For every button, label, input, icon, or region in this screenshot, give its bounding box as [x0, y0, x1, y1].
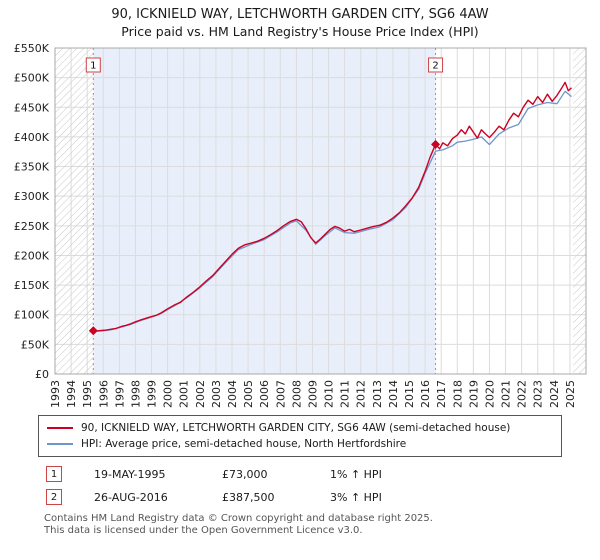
svg-text:£400K: £400K	[14, 131, 50, 144]
svg-text:1999: 1999	[146, 380, 159, 408]
svg-text:£350K: £350K	[14, 161, 50, 174]
svg-text:2024: 2024	[548, 380, 561, 408]
legend-entry-hpi: HPI: Average price, semi-detached house,…	[47, 436, 553, 452]
sale-number-badge	[428, 57, 444, 73]
svg-text:£250K: £250K	[14, 220, 50, 233]
svg-text:2009: 2009	[306, 380, 319, 408]
legend-label-property: 90, ICKNIELD WAY, LETCHWORTH GARDEN CITY…	[81, 422, 511, 434]
svg-text:2016: 2016	[419, 380, 432, 408]
sale-point-marker	[431, 139, 441, 149]
blue-line-swatch	[47, 443, 73, 445]
svg-text:£550K: £550K	[14, 42, 50, 55]
svg-text:2023: 2023	[532, 380, 545, 408]
transaction-number-badge: 2	[46, 489, 62, 505]
svg-text:2003: 2003	[210, 380, 223, 408]
svg-text:2025: 2025	[564, 380, 577, 408]
transaction-price: £73,000	[222, 467, 268, 481]
svg-text:1: 1	[90, 61, 96, 72]
legend-label-hpi: HPI: Average price, semi-detached house,…	[81, 438, 407, 450]
transaction-date: 26-AUG-2016	[94, 490, 168, 504]
transaction-row: 2 26-AUG-2016 £387,500 3% ↑ HPI	[46, 489, 600, 505]
svg-text:2017: 2017	[435, 380, 448, 408]
svg-text:£50K: £50K	[21, 338, 50, 351]
svg-text:2006: 2006	[258, 380, 271, 408]
sale-point-marker	[88, 326, 98, 336]
footer-licence-line: This data is licensed under the Open Gov…	[44, 525, 363, 536]
sale-number-badge	[85, 57, 101, 73]
transaction-hpi-delta: 1% ↑ HPI	[330, 467, 382, 481]
svg-text:2010: 2010	[323, 380, 336, 408]
hpi-line	[93, 90, 572, 332]
svg-text:£0: £0	[35, 368, 49, 381]
transaction-row: 1 19-MAY-1995 £73,000 1% ↑ HPI	[46, 466, 600, 482]
svg-text:1995: 1995	[81, 380, 94, 408]
transaction-date: 19-MAY-1995	[94, 467, 166, 481]
svg-text:£150K: £150K	[14, 279, 50, 292]
svg-text:2018: 2018	[451, 380, 464, 408]
svg-text:2002: 2002	[194, 380, 207, 408]
svg-text:1993: 1993	[49, 380, 62, 408]
plot-border	[54, 47, 587, 375]
svg-text:1996: 1996	[97, 380, 110, 408]
svg-text:1998: 1998	[129, 380, 142, 408]
svg-text:£500K: £500K	[14, 72, 50, 85]
svg-text:£300K: £300K	[14, 190, 50, 203]
red-line-swatch	[47, 427, 73, 429]
svg-text:2005: 2005	[242, 380, 255, 408]
svg-text:2012: 2012	[355, 380, 368, 408]
footer-copyright-line: Contains HM Land Registry data © Crown c…	[44, 513, 433, 524]
svg-text:2008: 2008	[290, 380, 303, 408]
svg-text:£100K: £100K	[14, 309, 50, 322]
legend-entry-property: 90, ICKNIELD WAY, LETCHWORTH GARDEN CITY…	[47, 420, 553, 436]
price-chart-svg: 1 2 £0 £50K £100K £150K £200K £250K £300K £350K £4…	[14, 42, 587, 408]
svg-text:2019: 2019	[467, 380, 480, 408]
svg-text:2020: 2020	[483, 380, 496, 408]
transaction-hpi-delta: 3% ↑ HPI	[330, 490, 382, 504]
chart-header: 90, ICKNIELD WAY, LETCHWORTH GARDEN CITY…	[0, 0, 600, 40]
no-data-hatched-region	[55, 48, 94, 374]
page-subtitle: Price paid vs. HM Land Registry's House …	[121, 24, 479, 39]
legend: 90, ICKNIELD WAY, LETCHWORTH GARDEN CITY…	[38, 415, 562, 457]
svg-text:2000: 2000	[162, 380, 175, 408]
transaction-price: £387,500	[222, 490, 275, 504]
svg-text:1994: 1994	[65, 380, 78, 408]
svg-text:2014: 2014	[387, 380, 400, 408]
svg-text:£450K: £450K	[14, 101, 50, 114]
svg-text:2022: 2022	[516, 380, 529, 408]
transaction-list: 1 19-MAY-1995 £73,000 1% ↑ HPI 2 26-AUG-…	[46, 466, 600, 505]
svg-text:1997: 1997	[113, 380, 126, 408]
property-price-line	[93, 81, 572, 332]
no-data-hatched-region	[573, 48, 586, 374]
svg-text:2: 2	[432, 61, 438, 72]
svg-text:2021: 2021	[500, 380, 513, 408]
svg-text:2001: 2001	[178, 380, 191, 408]
price-history-chart: 1 2 £0 £50K £100K £150K £200K £250K £300K £350K £4…	[0, 40, 600, 415]
svg-text:2011: 2011	[339, 380, 352, 408]
svg-text:2007: 2007	[274, 380, 287, 408]
svg-text:£200K: £200K	[14, 249, 50, 262]
footer-attribution: Contains HM Land Registry data © Crown c…	[44, 513, 600, 537]
svg-text:2015: 2015	[403, 380, 416, 408]
transaction-number-badge: 1	[46, 466, 62, 482]
svg-text:2013: 2013	[371, 380, 384, 408]
svg-text:2004: 2004	[226, 380, 239, 408]
page-title: 90, ICKNIELD WAY, LETCHWORTH GARDEN CITY…	[111, 7, 489, 22]
